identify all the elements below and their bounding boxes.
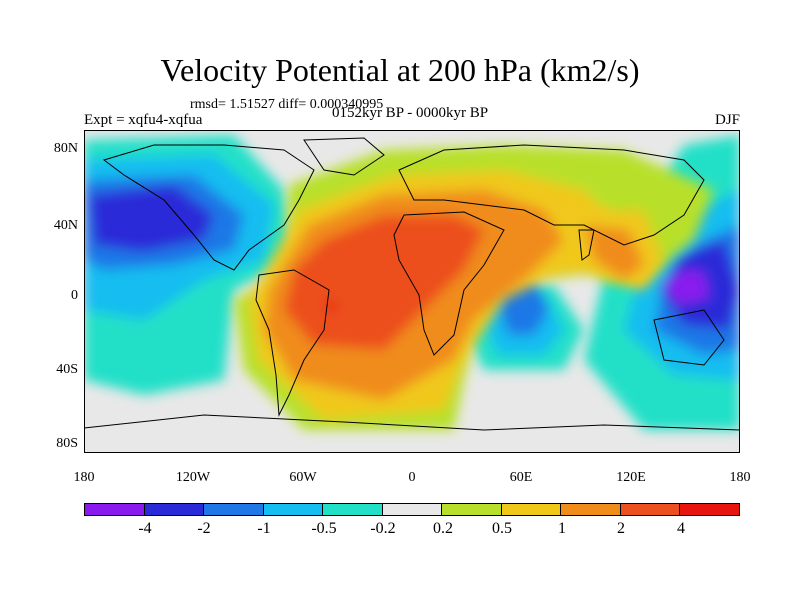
velocity-potential-map <box>84 130 740 453</box>
y-tick-0: 0 <box>71 288 78 303</box>
coastline-india <box>578 229 595 261</box>
y-tick-80n: 80N <box>53 141 78 156</box>
colorbar-label: -2 <box>197 520 211 537</box>
experiment-label: Expt = xqfu4-xqfua <box>84 112 203 128</box>
colorbar-label: -0.5 <box>311 520 337 537</box>
colorbar-label: -0.2 <box>370 520 396 537</box>
colorbar-segment <box>382 504 443 515</box>
colorbar-label: -4 <box>138 520 152 537</box>
period-label: 0152kyr BP - 0000kyr BP <box>331 105 489 121</box>
x-tick-180w: 180 <box>73 470 95 485</box>
colorbar-label: 1 <box>558 520 566 537</box>
y-tick-40s: 40S <box>56 362 78 377</box>
colorbar-segment <box>323 504 383 515</box>
coastlines <box>84 137 740 431</box>
colorbar-label: -1 <box>257 520 271 537</box>
coastline-africa <box>393 211 505 356</box>
colorbar-segment <box>144 504 205 515</box>
x-tick-120e: 120E <box>616 470 646 485</box>
map-title: Velocity Potential at 200 hPa (km2/s) <box>160 52 640 88</box>
x-tick-60e: 60E <box>509 470 533 485</box>
colorbar-segment <box>85 504 145 515</box>
x-tick-180e: 180 <box>729 470 751 485</box>
coastline-europe-asia <box>398 144 705 246</box>
coastline-australia <box>653 309 725 366</box>
colorbar <box>84 503 740 516</box>
colorbar-segment <box>680 504 740 515</box>
colorbar-segment <box>204 504 264 515</box>
colorbar-label: 0.5 <box>492 520 512 537</box>
y-tick-40n: 40N <box>53 218 78 233</box>
x-tick-60w: 60W <box>289 470 317 485</box>
coastline-north-america <box>102 144 315 271</box>
colorbar-segment <box>263 504 324 515</box>
rmsd-diff-text: rmsd= 1.51527 diff= 0.000340995 <box>190 97 384 112</box>
colorbar-label: 4 <box>677 520 685 537</box>
colorbar-segment <box>442 504 502 515</box>
colorbar-label: 2 <box>617 520 625 537</box>
season-label: DJF <box>714 112 740 128</box>
x-tick-0: 0 <box>408 470 416 485</box>
colorbar-label: 0.2 <box>433 520 453 537</box>
coastline-antarctica <box>84 414 740 431</box>
y-tick-80s: 80S <box>56 436 78 451</box>
colorbar-segment <box>620 504 681 515</box>
colorbar-segment <box>501 504 562 515</box>
colorbar-segment <box>561 504 621 515</box>
map-frame <box>84 130 740 453</box>
negative-field-east-pacific <box>84 135 294 395</box>
coastline-south-america <box>255 269 330 417</box>
coastline-greenland <box>303 137 385 176</box>
x-tick-120w: 120W <box>175 470 211 485</box>
